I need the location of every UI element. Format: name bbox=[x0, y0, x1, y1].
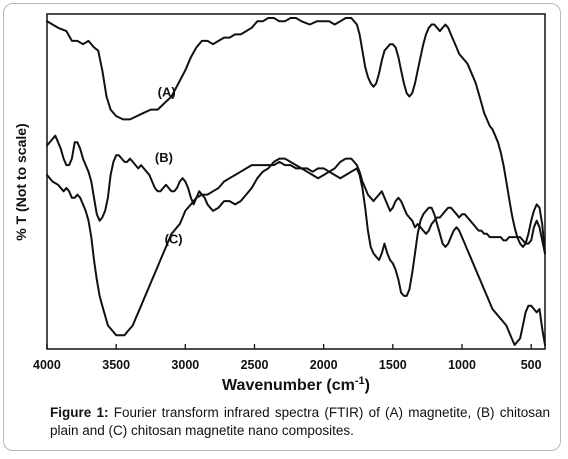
x-tick-label: 1000 bbox=[448, 358, 476, 372]
spectra-curves bbox=[46, 17, 546, 346]
x-tick-label: 500 bbox=[521, 358, 542, 372]
x-tick-label: 4000 bbox=[33, 358, 61, 372]
series-labels: (A) (B) (C) bbox=[155, 84, 183, 246]
caption-label: Figure 1: bbox=[50, 405, 109, 420]
figure-caption: Figure 1: Fourier transform infrared spe… bbox=[50, 404, 550, 440]
series-line-b bbox=[46, 134, 546, 255]
x-tick-label: 3000 bbox=[171, 358, 199, 372]
series-label-c: (C) bbox=[165, 232, 183, 247]
plot-frame bbox=[46, 13, 546, 350]
x-tick-label: 2000 bbox=[310, 358, 338, 372]
x-axis-label-close: ) bbox=[365, 377, 370, 394]
x-tick-label: 2500 bbox=[241, 358, 269, 372]
x-tick-label: 3500 bbox=[102, 358, 130, 372]
figure-frame bbox=[3, 3, 561, 451]
x-tick-label: 1500 bbox=[379, 358, 407, 372]
y-axis-label: % T (Not to scale) bbox=[13, 123, 29, 240]
x-axis-label-main: Wavenumber (cm bbox=[222, 377, 355, 394]
series-line-c bbox=[46, 160, 546, 346]
x-axis-label: Wavenumber (cm-1) bbox=[222, 375, 370, 394]
caption-text: Fourier transform infrared spectra (FTIR… bbox=[50, 405, 550, 438]
series-line-a bbox=[46, 17, 546, 255]
series-label-b: (B) bbox=[155, 150, 173, 165]
x-axis-label-unit-exponent: -1 bbox=[355, 375, 365, 387]
x-ticks: 4000 3500 3000 2500 2000 1500 1000 500 bbox=[33, 344, 542, 372]
series-label-a: (A) bbox=[158, 84, 176, 99]
